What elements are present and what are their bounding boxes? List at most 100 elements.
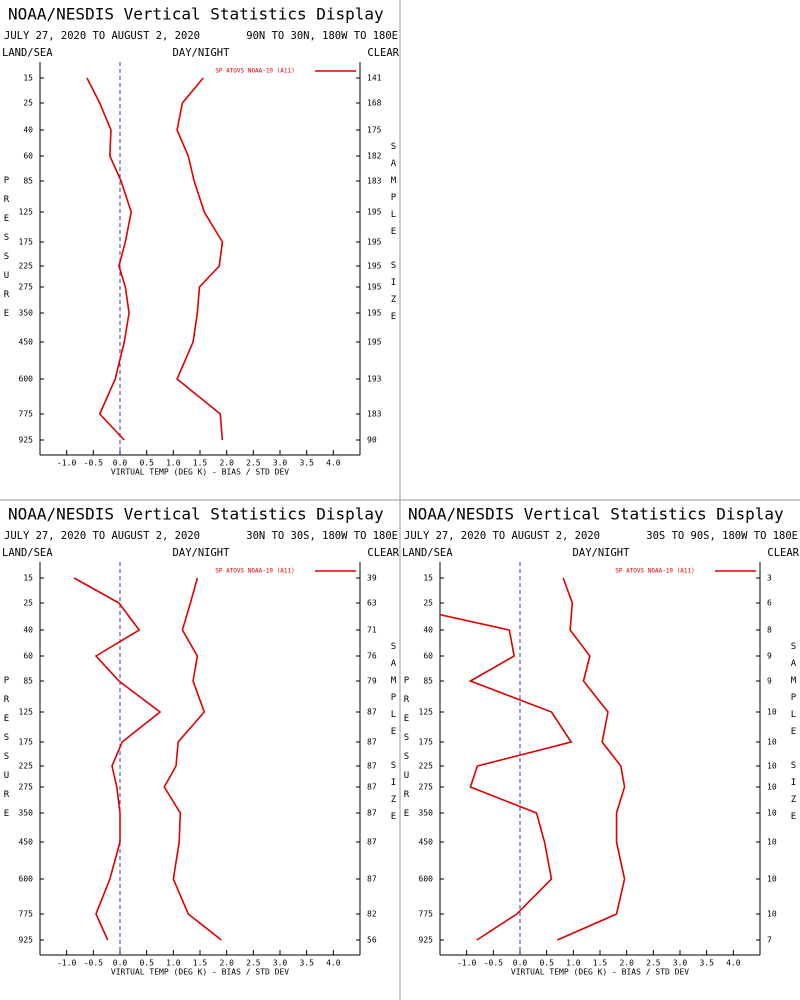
sample-size: 10 — [767, 783, 777, 792]
sample-size: 10 — [767, 838, 777, 847]
pressure-label: 60 — [423, 652, 433, 661]
profile-line — [73, 577, 162, 941]
sample-size: 39 — [367, 574, 377, 583]
x-tick-label: 1.0 — [566, 959, 581, 968]
region: 30S TO 90S, 180W TO 180E — [646, 530, 798, 542]
pressure-label: 275 — [19, 783, 34, 792]
pressure-label: 275 — [419, 783, 434, 792]
sample-size: 195 — [367, 309, 382, 318]
pressure-label: 350 — [419, 809, 434, 818]
sample-size: 90 — [367, 436, 377, 445]
x-label: VIRTUAL TEMP (DEG K) - BIAS / STD DEV — [511, 968, 689, 977]
sample-size: 6 — [767, 599, 772, 608]
sample-size: 183 — [367, 410, 382, 419]
x-tick-label: -0.5 — [484, 959, 503, 968]
pressure-label: 40 — [23, 126, 33, 135]
sample-size: 10 — [767, 910, 777, 919]
pressure-label: 775 — [19, 410, 34, 419]
x-tick-label: -0.5 — [84, 459, 103, 468]
x-tick-label: 1.0 — [166, 459, 181, 468]
pressure-label: 450 — [19, 838, 34, 847]
pressure-label: 60 — [23, 652, 33, 661]
sample-size: 141 — [367, 74, 382, 83]
sample-size: 193 — [367, 375, 382, 384]
x-tick-label: 1.5 — [193, 459, 208, 468]
sample-size: 10 — [767, 708, 777, 717]
sample-size: 56 — [367, 936, 377, 945]
x-tick-label: 3.0 — [273, 959, 288, 968]
pressure-label: 925 — [19, 936, 34, 945]
pressure-label: 15 — [23, 574, 33, 583]
sample-size: 87 — [367, 838, 377, 847]
clear: CLEAR — [767, 547, 799, 559]
pressure-label: 125 — [19, 208, 34, 217]
pressure-label: 275 — [19, 283, 34, 292]
sample-size: 7 — [767, 936, 772, 945]
title: NOAA/NESDIS Vertical Statistics Display — [8, 505, 384, 524]
x-tick-label: 0.0 — [113, 959, 128, 968]
pressure-label: 15 — [23, 74, 33, 83]
pressure-label: 25 — [423, 599, 433, 608]
pressure-label: 600 — [419, 875, 434, 884]
pressure-label: 85 — [423, 677, 433, 686]
day-night: DAY/NIGHT — [173, 47, 231, 59]
sample-size: 195 — [367, 338, 382, 347]
pressure-label: 25 — [23, 599, 33, 608]
pressure-label: 450 — [19, 338, 34, 347]
pressure-label: 60 — [23, 152, 33, 161]
panel: NOAA/NESDIS Vertical Statistics Display J… — [2, 5, 400, 477]
x-tick-label: 0.0 — [513, 959, 528, 968]
sample-size: 87 — [367, 708, 377, 717]
pressure-label: 225 — [19, 262, 34, 271]
pressure-label: 450 — [419, 838, 434, 847]
profile-line — [86, 77, 133, 441]
pressure-label: 925 — [19, 436, 34, 445]
x-tick-label: 3.5 — [299, 459, 314, 468]
y2-label: SAMPLE SIZE — [389, 642, 399, 829]
sample-size: 10 — [767, 738, 777, 747]
y2-label: SAMPLE SIZE — [389, 142, 399, 329]
legend-label: SP ATOVS NOAA-19 (A11) — [615, 568, 694, 575]
sample-size: 87 — [367, 875, 377, 884]
pressure-label: 15 — [423, 574, 433, 583]
sample-size: 168 — [367, 99, 382, 108]
profile-line — [163, 577, 222, 941]
pressure-label: 40 — [423, 626, 433, 635]
profile-line — [176, 77, 224, 441]
x-tick-label: 4.0 — [326, 959, 341, 968]
sample-size: 71 — [367, 626, 377, 635]
sample-size: 8 — [767, 626, 772, 635]
x-tick-label: 0.5 — [539, 959, 554, 968]
sample-size: 82 — [367, 910, 377, 919]
land-sea: LAND/SEA — [402, 547, 453, 559]
pressure-label: 85 — [23, 177, 33, 186]
x-tick-label: -0.5 — [84, 959, 103, 968]
sample-size: 182 — [367, 152, 382, 161]
sample-size: 63 — [367, 599, 377, 608]
sample-size: 87 — [367, 809, 377, 818]
y2-label: SAMPLE SIZE — [789, 642, 799, 829]
pressure-label: 350 — [19, 809, 34, 818]
pressure-label: 225 — [19, 762, 34, 771]
sample-size: 9 — [767, 652, 772, 661]
y-label: PRESSURE — [2, 176, 12, 328]
x-tick-label: 4.0 — [326, 459, 341, 468]
sample-size: 195 — [367, 283, 382, 292]
x-tick-label: 2.5 — [246, 459, 261, 468]
x-tick-label: 3.0 — [273, 459, 288, 468]
x-tick-label: 3.5 — [699, 959, 714, 968]
x-tick-label: 2.5 — [646, 959, 661, 968]
region: 90N TO 30N, 180W TO 180E — [246, 30, 398, 42]
x-tick-label: -1.0 — [57, 459, 76, 468]
pressure-label: 600 — [19, 875, 34, 884]
x-tick-label: 2.0 — [219, 959, 234, 968]
sample-size: 10 — [767, 762, 777, 771]
x-tick-label: 1.5 — [593, 959, 608, 968]
sample-size: 9 — [767, 677, 772, 686]
x-tick-label: 4.0 — [726, 959, 741, 968]
land-sea: LAND/SEA — [2, 547, 53, 559]
legend-label: SP ATOVS NOAA-19 (A11) — [215, 68, 294, 75]
pressure-label: 85 — [23, 677, 33, 686]
x-tick-label: -1.0 — [457, 959, 476, 968]
pressure-label: 175 — [419, 738, 434, 747]
